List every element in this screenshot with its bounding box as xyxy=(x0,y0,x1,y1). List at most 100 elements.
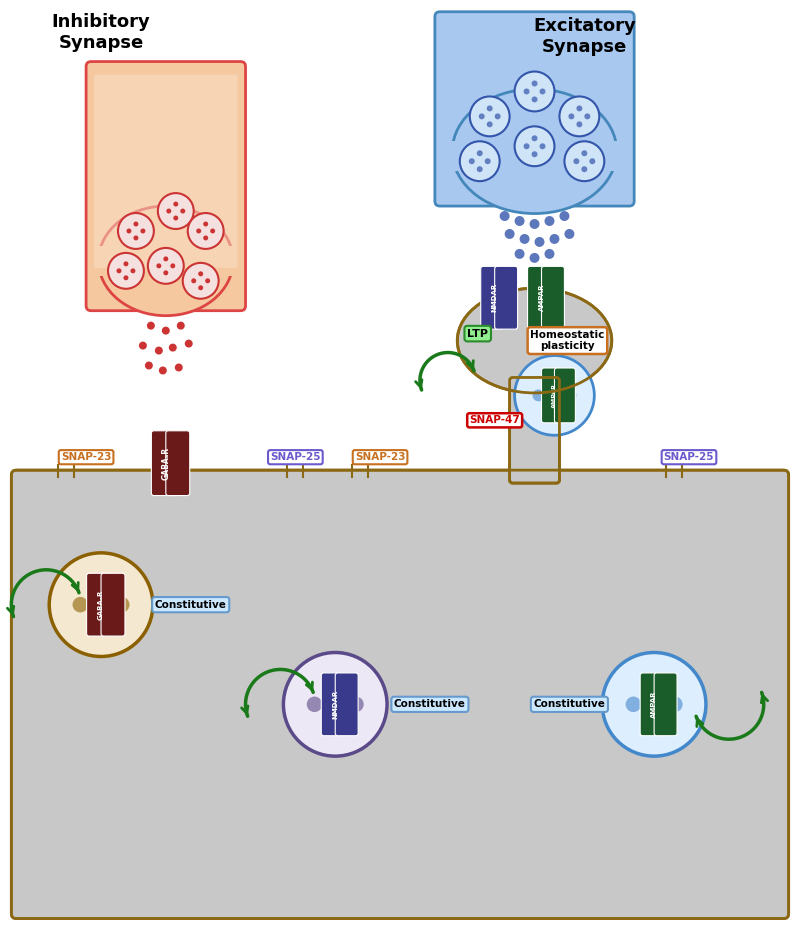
Circle shape xyxy=(550,234,559,244)
Circle shape xyxy=(477,166,482,172)
Circle shape xyxy=(108,252,144,289)
Circle shape xyxy=(530,219,539,229)
FancyBboxPatch shape xyxy=(640,673,663,736)
Circle shape xyxy=(191,279,196,283)
Text: SNAP-47: SNAP-47 xyxy=(470,415,520,425)
Circle shape xyxy=(158,194,194,229)
Circle shape xyxy=(486,122,493,127)
Circle shape xyxy=(519,234,530,244)
Circle shape xyxy=(170,264,175,268)
Circle shape xyxy=(523,89,530,94)
Circle shape xyxy=(306,697,322,712)
Text: SNAP-23: SNAP-23 xyxy=(61,453,111,462)
Text: AMPAR: AMPAR xyxy=(538,284,545,311)
Circle shape xyxy=(565,141,604,181)
Circle shape xyxy=(565,229,574,239)
Circle shape xyxy=(177,322,185,330)
Circle shape xyxy=(514,72,554,111)
Circle shape xyxy=(559,96,599,137)
Circle shape xyxy=(94,576,109,592)
Circle shape xyxy=(470,96,510,137)
Circle shape xyxy=(576,106,582,111)
Circle shape xyxy=(327,717,343,733)
Text: NMDAR: NMDAR xyxy=(492,283,498,312)
Circle shape xyxy=(130,268,135,273)
Text: GABAₐR: GABAₐR xyxy=(98,589,104,620)
Circle shape xyxy=(533,389,545,401)
Circle shape xyxy=(205,279,210,283)
FancyBboxPatch shape xyxy=(11,470,789,918)
FancyBboxPatch shape xyxy=(527,266,550,329)
Circle shape xyxy=(539,143,546,150)
Circle shape xyxy=(582,151,587,156)
Circle shape xyxy=(602,653,706,756)
Circle shape xyxy=(469,158,474,165)
Circle shape xyxy=(210,228,215,234)
Circle shape xyxy=(485,158,490,165)
Circle shape xyxy=(584,113,590,120)
Circle shape xyxy=(117,268,122,273)
FancyBboxPatch shape xyxy=(435,12,634,206)
Text: NMDAR: NMDAR xyxy=(332,690,338,719)
Ellipse shape xyxy=(98,206,233,316)
Circle shape xyxy=(514,216,525,226)
Circle shape xyxy=(514,249,525,259)
Circle shape xyxy=(514,126,554,166)
Circle shape xyxy=(545,216,554,226)
FancyBboxPatch shape xyxy=(86,573,110,636)
Text: SNAP-23: SNAP-23 xyxy=(355,453,406,462)
Circle shape xyxy=(203,236,208,240)
Circle shape xyxy=(534,237,545,247)
Circle shape xyxy=(531,151,538,157)
Text: Excitatory
Synapse: Excitatory Synapse xyxy=(533,17,636,55)
Circle shape xyxy=(539,89,546,94)
Circle shape xyxy=(531,80,538,86)
Circle shape xyxy=(123,275,129,280)
Text: GABAₐR: GABAₐR xyxy=(162,447,170,480)
Circle shape xyxy=(478,113,485,120)
Circle shape xyxy=(114,597,130,612)
Text: SNAP-25: SNAP-25 xyxy=(664,453,714,462)
Text: SNAP-25: SNAP-25 xyxy=(270,453,321,462)
Circle shape xyxy=(134,222,138,226)
Circle shape xyxy=(159,367,167,375)
FancyBboxPatch shape xyxy=(94,75,238,267)
Circle shape xyxy=(134,236,138,240)
Text: AMPAR: AMPAR xyxy=(651,691,657,718)
Circle shape xyxy=(73,597,88,612)
Circle shape xyxy=(500,211,510,221)
Ellipse shape xyxy=(452,89,617,213)
Circle shape xyxy=(514,355,594,436)
Circle shape xyxy=(188,213,224,249)
Text: AMPAR: AMPAR xyxy=(552,383,557,408)
FancyBboxPatch shape xyxy=(101,573,125,636)
Circle shape xyxy=(203,222,208,226)
Circle shape xyxy=(182,263,218,299)
Text: Inhibitory
Synapse: Inhibitory Synapse xyxy=(52,13,150,51)
Bar xyxy=(96,246,235,276)
Circle shape xyxy=(626,697,641,712)
Circle shape xyxy=(505,229,514,239)
FancyBboxPatch shape xyxy=(322,673,344,736)
FancyBboxPatch shape xyxy=(335,673,358,736)
Circle shape xyxy=(156,264,162,268)
Circle shape xyxy=(530,252,539,263)
Circle shape xyxy=(163,270,168,275)
Circle shape xyxy=(460,141,500,181)
FancyBboxPatch shape xyxy=(481,266,504,329)
Circle shape xyxy=(667,697,682,712)
Circle shape xyxy=(185,339,193,348)
Circle shape xyxy=(283,653,387,756)
Circle shape xyxy=(180,209,186,213)
Text: LTP: LTP xyxy=(467,328,488,338)
FancyBboxPatch shape xyxy=(510,378,559,483)
Circle shape xyxy=(148,248,184,284)
Circle shape xyxy=(549,373,561,385)
Circle shape xyxy=(126,228,131,234)
FancyBboxPatch shape xyxy=(554,368,575,423)
Circle shape xyxy=(174,216,178,221)
Circle shape xyxy=(531,96,538,103)
FancyBboxPatch shape xyxy=(166,431,190,496)
Circle shape xyxy=(545,249,554,259)
Circle shape xyxy=(590,158,595,165)
